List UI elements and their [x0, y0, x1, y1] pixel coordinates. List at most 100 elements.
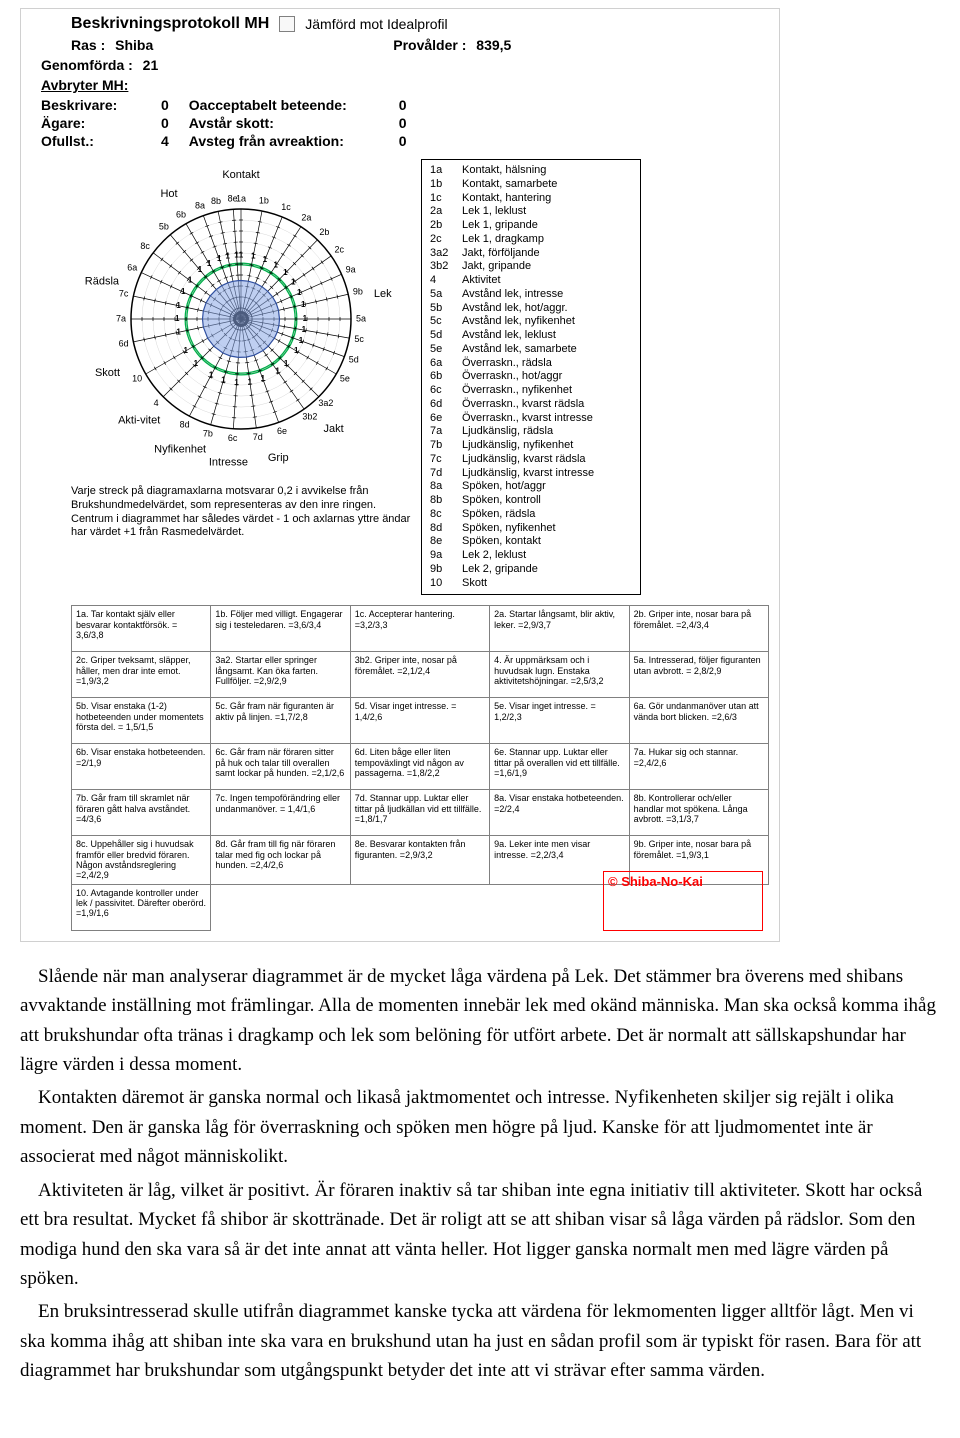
svg-text:1: 1 — [248, 377, 253, 386]
legend-code: 10 — [430, 577, 462, 591]
table-cell: 8d. Går fram till fig när föraren talar … — [211, 836, 350, 884]
legend-code: 6a — [430, 357, 462, 371]
svg-text:6a: 6a — [127, 263, 137, 273]
table-cell: 2b. Griper inte, nosar bara på föremålet… — [629, 606, 768, 652]
radar-note: Varje streck på diagramaxlarna motsvarar… — [71, 485, 411, 540]
legend-row: 4Aktivitet — [430, 274, 632, 288]
legend-row: 5aAvstånd lek, intresse — [430, 288, 632, 302]
legend-row: 5dAvstånd lek, leklust — [430, 329, 632, 343]
legend-code: 7c — [430, 453, 462, 467]
table-cell: 2a. Startar långsamt, blir aktiv, leker.… — [490, 606, 629, 652]
svg-text:1: 1 — [207, 259, 212, 268]
svg-text:1: 1 — [175, 314, 180, 323]
legend-code: 5d — [430, 329, 462, 343]
body-paragraph: En bruksintresserad skulle utifrån diagr… — [20, 1297, 940, 1385]
table-cell: 4. Är uppmärksam och i huvudsak lugn. En… — [490, 652, 629, 698]
legend-code: 3b2 — [430, 260, 462, 274]
table-cell: 3b2. Griper inte, nosar på föremålet. =2… — [350, 652, 489, 698]
svg-text:1: 1 — [194, 359, 199, 368]
body-text: Slående när man analyserar diagrammet är… — [20, 962, 940, 1386]
legend-code: 5e — [430, 343, 462, 357]
legend-row: 1bKontakt, samarbete — [430, 178, 632, 192]
legend-code: 3a2 — [430, 247, 462, 261]
svg-text:1: 1 — [234, 250, 239, 259]
legend-text: Avstånd lek, intresse — [462, 288, 563, 302]
legend-text: Avstånd lek, leklust — [462, 329, 556, 343]
legend-code: 6b — [430, 370, 462, 384]
svg-text:Lek: Lek — [374, 288, 392, 300]
legend-code: 8d — [430, 522, 462, 536]
legend-text: Aktivitet — [462, 274, 501, 288]
body-paragraph: Kontakten däremot är ganska normal och l… — [20, 1083, 940, 1171]
legend-code: 9b — [430, 563, 462, 577]
protocol-title: Beskrivningsprotokoll MH — [71, 15, 269, 33]
legend-text: Jakt, förföljande — [462, 247, 540, 261]
svg-text:6c: 6c — [228, 433, 238, 443]
avbryter-heading: Avbryter MH: — [41, 77, 769, 93]
svg-text:1b: 1b — [259, 196, 269, 206]
svg-text:6e: 6e — [277, 426, 287, 436]
svg-text:5b: 5b — [159, 221, 169, 231]
svg-text:5d: 5d — [349, 354, 359, 364]
svg-text:2b: 2b — [319, 227, 329, 237]
svg-text:8d: 8d — [180, 419, 190, 429]
svg-text:1: 1 — [284, 359, 289, 368]
svg-text:2c: 2c — [335, 245, 345, 255]
legend-text: Skott — [462, 577, 487, 591]
table-cell: 1a. Tar kontakt själv eller besvarar kon… — [72, 606, 211, 652]
legend-text: Spöken, nyfikenhet — [462, 522, 556, 536]
provalder-label: Provålder : — [393, 37, 466, 53]
legend-text: Kontakt, hälsning — [462, 164, 546, 178]
legend-text: Jakt, gripande — [462, 260, 531, 274]
beskrivare-label: Beskrivare: — [41, 97, 151, 113]
brand-footer: © Shiba-No-Kai — [603, 871, 763, 931]
legend-code: 8e — [430, 535, 462, 549]
svg-text:8a: 8a — [195, 201, 205, 211]
legend-text: Spöken, rädsla — [462, 508, 535, 522]
legend-text: Överraskn., kvarst intresse — [462, 412, 593, 426]
svg-text:1: 1 — [198, 265, 203, 274]
legend-text: Avstånd lek, hot/aggr. — [462, 302, 568, 316]
legend-text: Kontakt, samarbete — [462, 178, 557, 192]
legend-code: 9a — [430, 549, 462, 563]
svg-text:1: 1 — [251, 251, 256, 260]
legend-code: 2b — [430, 219, 462, 233]
avstar-value: 0 — [399, 115, 407, 131]
legend-code: 1a — [430, 164, 462, 178]
svg-text:Intresse: Intresse — [209, 456, 248, 468]
svg-text:1: 1 — [302, 325, 307, 334]
table-cell: 6d. Liten båge eller liten tempoväxlingt… — [350, 744, 489, 790]
legend-text: Spöken, kontroll — [462, 494, 541, 508]
oaccept-value: 0 — [399, 97, 407, 113]
ideal-checkbox[interactable] — [279, 16, 295, 32]
legend-row: 1aKontakt, hälsning — [430, 164, 632, 178]
svg-text:3a2: 3a2 — [318, 398, 333, 408]
svg-text:1: 1 — [275, 366, 280, 375]
svg-text:1: 1 — [294, 346, 299, 355]
genomforda-label: Genomförda : — [41, 57, 133, 73]
svg-text:5e: 5e — [340, 373, 350, 383]
table-cell: 1b. Följer med villigt. Engagerar sig i … — [211, 606, 350, 652]
legend-text: Lek 1, dragkamp — [462, 233, 544, 247]
avsteg-value: 0 — [399, 133, 407, 149]
legend-code: 5b — [430, 302, 462, 316]
svg-text:5c: 5c — [354, 334, 364, 344]
legend-code: 1c — [430, 192, 462, 206]
table-cell: 5d. Visar inget intresse. = 1,4/2,6 — [350, 698, 489, 744]
table-cell: 10. Avtagande kontroller under lek / pas… — [72, 884, 211, 930]
svg-text:1: 1 — [221, 375, 226, 384]
legend-row: 8eSpöken, kontakt — [430, 535, 632, 549]
legend-code: 6d — [430, 398, 462, 412]
table-cell: 7d. Stannar upp. Luktar eller tittar på … — [350, 790, 489, 836]
svg-text:Skott: Skott — [95, 367, 120, 379]
svg-text:Kontakt: Kontakt — [222, 169, 259, 181]
legend-row: 9aLek 2, leklust — [430, 549, 632, 563]
protocol-panel: Beskrivningsprotokoll MH Jämförd mot Ide… — [20, 8, 780, 942]
legend-text: Överraskn., nyfikenhet — [462, 384, 572, 398]
table-cell: 7b. Går fram till skramlet när föraren g… — [72, 790, 211, 836]
svg-text:7b: 7b — [203, 429, 213, 439]
svg-text:1: 1 — [184, 346, 189, 355]
svg-text:1: 1 — [176, 301, 181, 310]
svg-text:8c: 8c — [140, 241, 150, 251]
svg-text:1: 1 — [181, 287, 186, 296]
